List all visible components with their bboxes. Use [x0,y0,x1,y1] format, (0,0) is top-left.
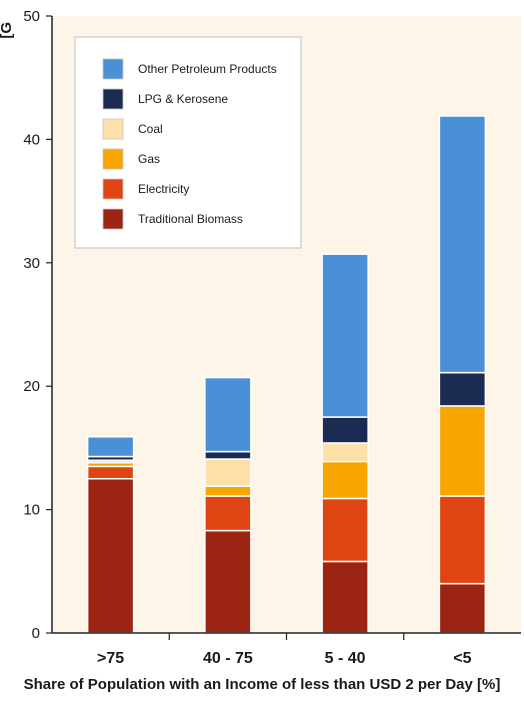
bar-segment-other-petroleum-products [86,436,135,458]
legend-swatch-other-petroleum-products [102,58,124,80]
bar-segment-gas [321,460,369,500]
legend-swatch-electricity [102,178,124,200]
x-axis-label: Share of Population with an Income of le… [24,676,501,693]
y-tick-label: 20 [23,378,40,395]
y-axis-label: [G [0,22,15,39]
category-label-2: 40 - 75 [203,650,253,667]
legend-label-coal: Coal [138,122,163,136]
bar-segment-lpg-kerosene [321,416,369,444]
legend-label-other-petroleum-products: Other Petroleum Products [138,62,277,76]
legend-label-traditional-biomass: Traditional Biomass [138,212,243,226]
y-tick-label: 0 [32,625,40,642]
bar-segment-traditional-biomass [86,478,135,634]
bar-segment-other-petroleum-products [321,253,369,418]
legend-label-gas: Gas [138,152,160,166]
legend-swatch-lpg-kerosene [102,88,124,110]
y-tick-label: 50 [23,8,40,25]
bar-segment-gas [204,485,252,497]
bar-segment-gas [438,405,487,497]
category-label-1: >75 [97,650,124,667]
y-tick-label: 40 [23,131,40,148]
bar-segment-lpg-kerosene [438,371,487,407]
legend-swatch-traditional-biomass [102,208,124,230]
bar-segment-coal [321,442,369,463]
bar-segment-electricity [438,495,487,585]
bar-segment-coal [204,458,252,487]
bar-segment-other-petroleum-products [204,376,252,453]
bar-segment-lpg-kerosene [204,450,252,460]
bar-segment-electricity [321,497,369,563]
y-ticks-group: 0 10 20 30 40 50 [23,8,52,642]
category-label-4: <5 [453,650,471,667]
bar-segment-traditional-biomass [204,529,252,634]
bar-segment-electricity [204,495,252,532]
legend: Other Petroleum Products LPG & Kerosene Co… [74,36,302,249]
bars-group [86,115,487,634]
bar-segment-electricity [86,465,135,480]
bar-segment-other-petroleum-products [438,115,487,374]
legend-swatch-gas [102,148,124,170]
bar-segment-traditional-biomass [438,582,487,634]
legend-swatch-coal [102,118,124,140]
x-ticks-group: >75 40 - 75 5 - 40 <5 [97,633,472,667]
legend-label-lpg-kerosene: LPG & Kerosene [138,92,228,106]
y-tick-label: 30 [23,255,40,272]
bar-segment-traditional-biomass [321,560,369,634]
category-label-3: 5 - 40 [325,650,366,667]
legend-label-electricity: Electricity [138,182,189,196]
y-tick-label: 10 [23,502,40,519]
